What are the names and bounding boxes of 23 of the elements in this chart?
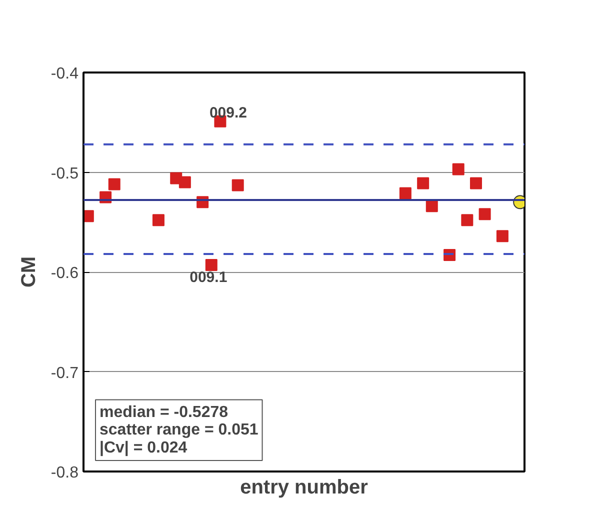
x-axis-title: entry number [240, 476, 368, 498]
point [205, 259, 218, 272]
annotation: median = -0.5278 scatter range = 0.051 |Cv| = 0.024 [100, 404, 258, 456]
point [470, 177, 482, 190]
point [496, 230, 508, 242]
point [232, 179, 244, 192]
annotation: 009.2 [209, 104, 247, 122]
y-tick-label: -0.7 [50, 364, 79, 382]
y-tick-label: -0.4 [50, 66, 79, 82]
y-tick-label: -0.5 [50, 165, 79, 182]
y-tick-label: -0.6 [50, 265, 79, 282]
y-tick-label: -0.8 [50, 464, 79, 482]
point [417, 177, 430, 190]
point [399, 187, 412, 200]
point [452, 163, 464, 176]
point [152, 214, 164, 226]
annotation: 009.1 [190, 269, 228, 286]
point [426, 200, 438, 212]
point [461, 214, 474, 226]
point [108, 178, 120, 190]
point [178, 176, 191, 188]
point [478, 208, 491, 220]
y-axis-title: CM [18, 256, 40, 288]
